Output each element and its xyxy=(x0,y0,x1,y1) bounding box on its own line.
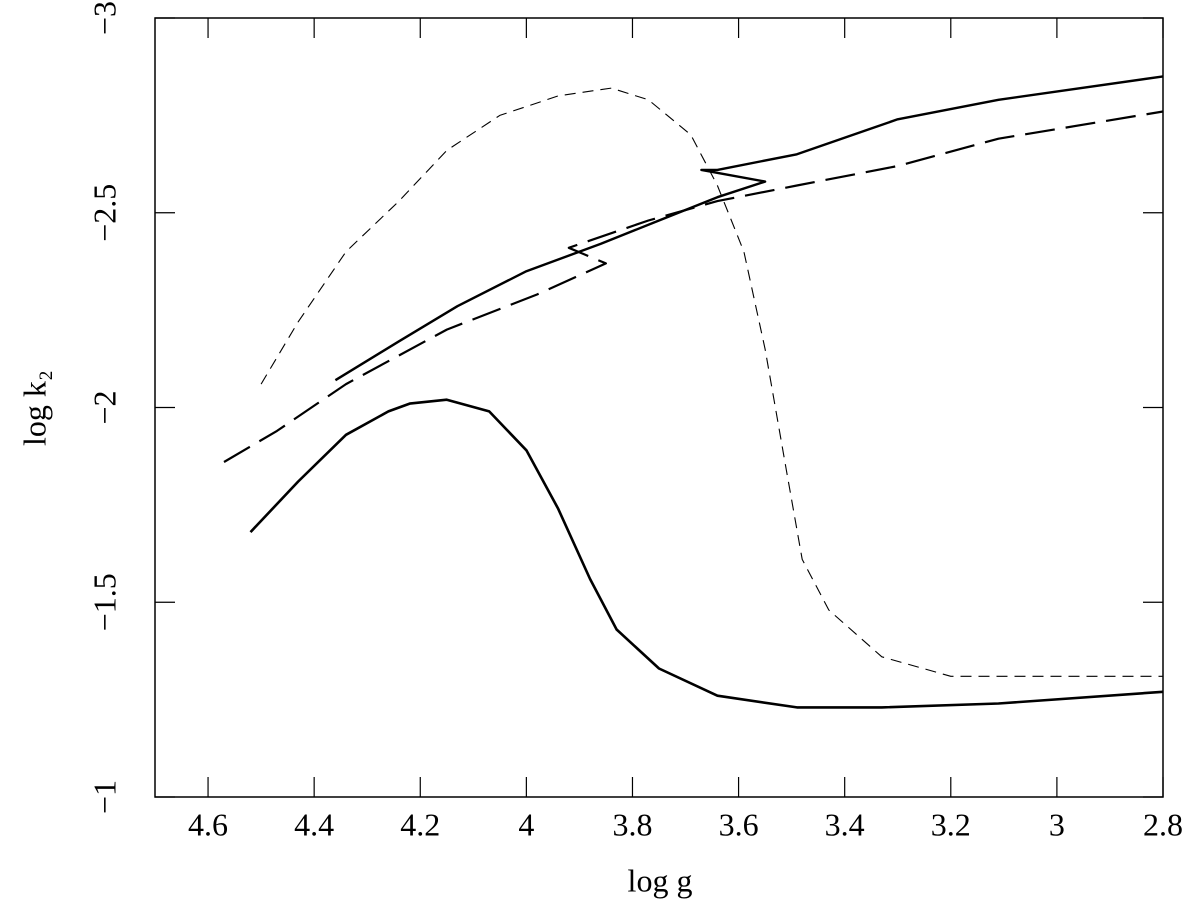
x-tick-label: 4.4 xyxy=(294,806,334,842)
x-tick-label: 4.6 xyxy=(188,806,228,842)
data-line xyxy=(260,87,1163,677)
x-tick-label: 3 xyxy=(1049,806,1065,842)
x-tick-label: 4 xyxy=(518,806,534,842)
x-tick-label: 4.2 xyxy=(400,806,440,842)
y-tick-label: −3 xyxy=(86,1,122,35)
y-tick-label: −1.5 xyxy=(86,573,122,631)
y-axis-label: log k₂ xyxy=(16,370,52,446)
data-line xyxy=(334,75,1164,382)
x-tick-label: 3.2 xyxy=(931,806,971,842)
data-line xyxy=(223,110,1164,463)
plot-frame xyxy=(154,17,1164,798)
y-tick-label: −2.5 xyxy=(86,184,122,242)
x-tick-label: 3.8 xyxy=(612,806,652,842)
y-tick-label: −2 xyxy=(86,390,122,424)
data-line xyxy=(249,398,1164,709)
x-tick-label: 3.4 xyxy=(825,806,865,842)
x-axis-label: log g xyxy=(628,862,693,898)
x-tick-label: 2.8 xyxy=(1143,806,1183,842)
x-tick-label: 3.6 xyxy=(719,806,759,842)
y-tick-label: −1 xyxy=(86,780,122,814)
